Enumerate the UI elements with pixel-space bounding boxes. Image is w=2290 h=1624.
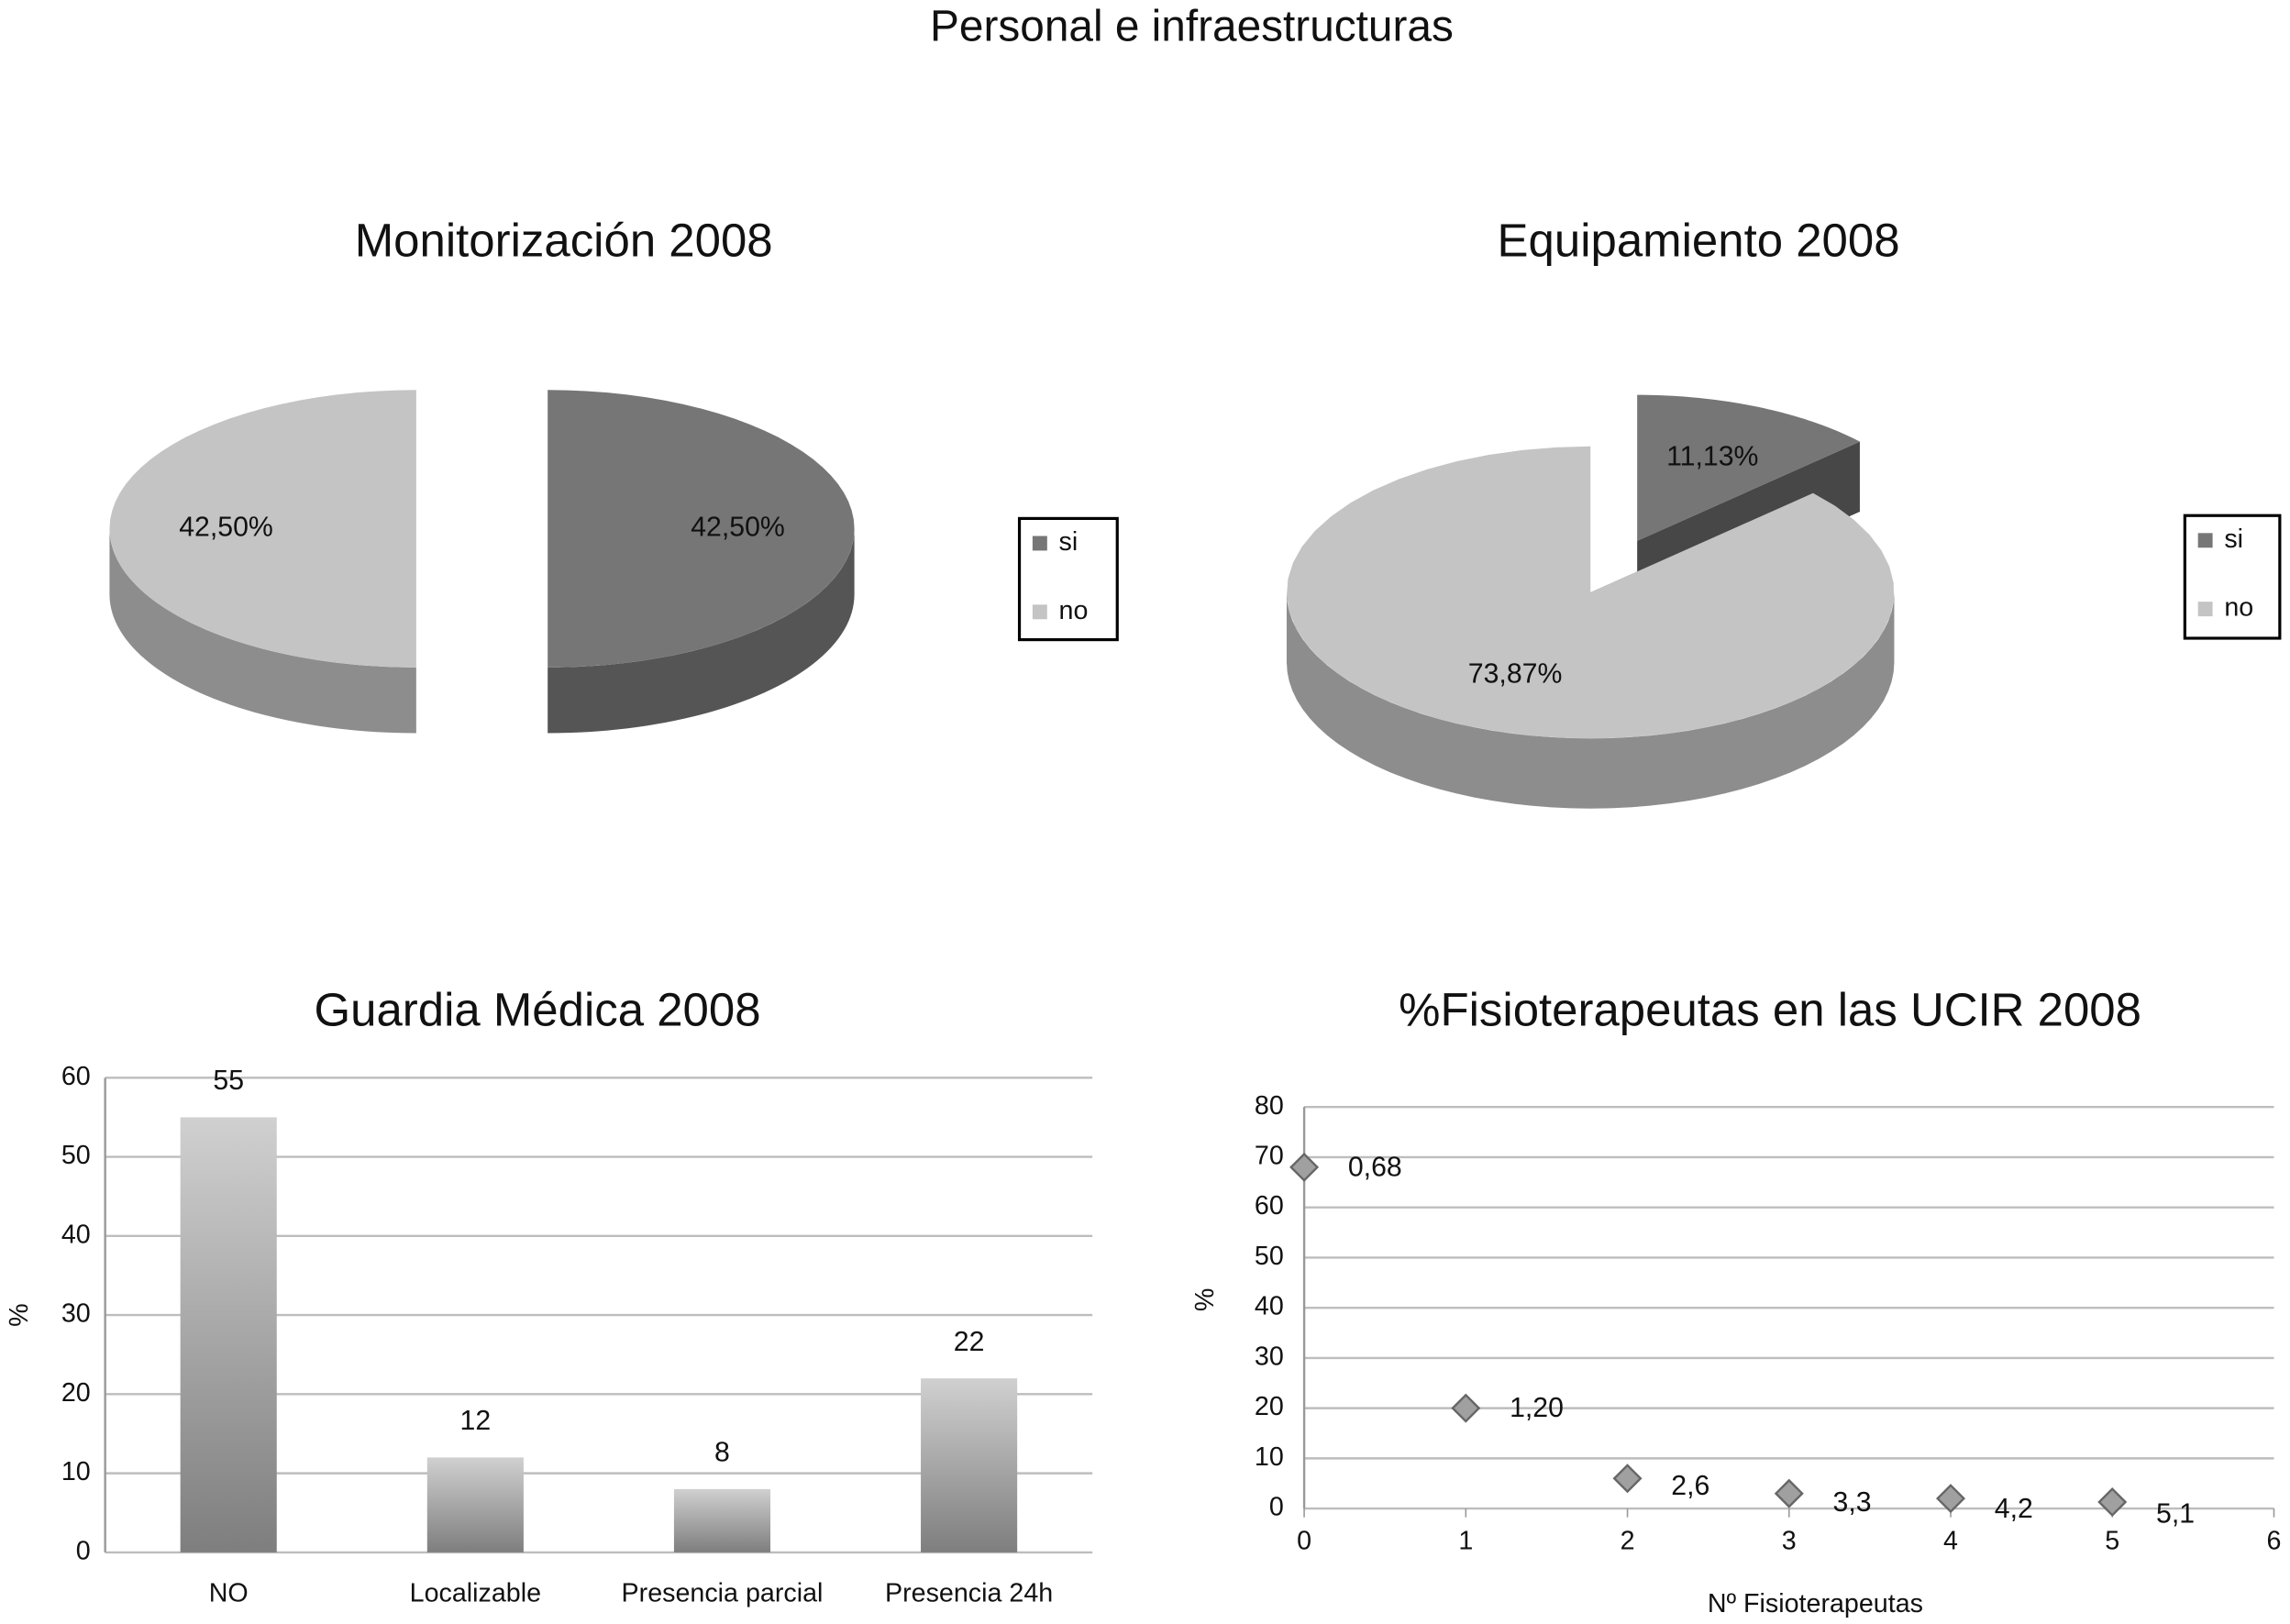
slice — [1637, 394, 1860, 541]
y-tick-label: 40 — [61, 1220, 91, 1249]
chart-title: %Fisioterapeutas en las UCIR 2008 — [1399, 984, 2141, 1036]
data-label: 73,87% — [1468, 659, 1563, 690]
bar — [426, 1457, 524, 1552]
x-axis-label: Nº Fisioterapeutas — [1708, 1589, 1923, 1618]
legend-swatch — [1032, 604, 1047, 620]
y-tick-label: 60 — [61, 1062, 91, 1091]
chart-title: Guardia Médica 2008 — [315, 984, 761, 1036]
annotation: 4,2 — [1995, 1494, 2033, 1524]
annotation: 5,1 — [2156, 1498, 2195, 1529]
annotation: 1,20 — [1510, 1393, 1564, 1423]
data-label: 42,50% — [179, 513, 273, 543]
data-label: 12 — [460, 1406, 492, 1436]
legend-swatch — [2197, 533, 2213, 548]
marker — [1451, 1393, 1481, 1423]
legend-label: no — [1059, 596, 1089, 625]
x-tick-label: Presencia parcial — [622, 1579, 824, 1608]
bar — [921, 1378, 1018, 1552]
y-tick-label: 50 — [1255, 1242, 1284, 1271]
y-tick-label: 0 — [1269, 1493, 1284, 1522]
y-axis-label: % — [5, 1303, 34, 1326]
y-tick-label: 0 — [76, 1536, 91, 1565]
legend-swatch — [2197, 602, 2213, 617]
x-tick-label: 2 — [1621, 1526, 1635, 1555]
data-label: 42,50% — [691, 513, 785, 543]
slice — [548, 390, 855, 668]
y-tick-label: 80 — [1255, 1091, 1284, 1121]
legend-label: si — [1059, 527, 1079, 557]
x-tick-label: 1 — [1458, 1526, 1473, 1555]
x-tick-label: Presencia 24h — [885, 1579, 1053, 1608]
y-tick-label: 30 — [1255, 1342, 1284, 1371]
slice-side — [109, 528, 416, 734]
slice-side — [548, 528, 855, 734]
marker — [2097, 1486, 2128, 1518]
y-tick-label: 20 — [61, 1378, 91, 1408]
x-tick-label: 0 — [1297, 1526, 1311, 1555]
x-tick-label: 6 — [2267, 1526, 2282, 1555]
x-tick-label: NO — [209, 1579, 249, 1608]
data-label: 22 — [954, 1327, 985, 1357]
marker — [1289, 1152, 1320, 1182]
slice — [1287, 446, 1895, 739]
y-tick-label: 30 — [61, 1299, 91, 1329]
marker — [1612, 1464, 1643, 1494]
slice — [109, 390, 416, 668]
y-tick-label: 20 — [1255, 1392, 1284, 1421]
chart-title: Monitorización 2008 — [355, 214, 773, 266]
y-tick-label: 40 — [1255, 1292, 1284, 1321]
annotation: 2,6 — [1671, 1471, 1709, 1501]
x-tick-label: 4 — [1943, 1526, 1958, 1555]
y-tick-label: 10 — [1255, 1442, 1284, 1472]
legend-label: si — [2224, 525, 2243, 554]
marker — [1774, 1478, 1804, 1508]
y-tick-label: 70 — [1255, 1141, 1284, 1170]
y-tick-label: 60 — [1255, 1191, 1284, 1221]
legend-swatch — [1032, 536, 1047, 551]
x-tick-label: Localizable — [410, 1579, 541, 1608]
bar — [180, 1117, 277, 1552]
bar — [673, 1488, 771, 1552]
x-tick-label: 5 — [2105, 1526, 2119, 1555]
x-tick-label: 3 — [1782, 1526, 1797, 1555]
data-label: 8 — [714, 1438, 730, 1468]
y-axis-label: % — [1190, 1288, 1220, 1311]
y-tick-label: 50 — [61, 1141, 91, 1170]
figure-title: Personal e infraestructuras — [930, 3, 1454, 51]
annotation: 3,3 — [1833, 1487, 1872, 1518]
slice-side — [1286, 592, 1895, 809]
annotation: 0,68 — [1348, 1152, 1402, 1182]
data-label: 55 — [213, 1066, 244, 1096]
chart-title: Equipamiento 2008 — [1498, 214, 1900, 266]
legend-label: no — [2224, 593, 2253, 623]
marker — [1935, 1484, 1966, 1514]
y-tick-label: 10 — [61, 1457, 91, 1486]
data-label: 11,13% — [1666, 441, 1758, 471]
